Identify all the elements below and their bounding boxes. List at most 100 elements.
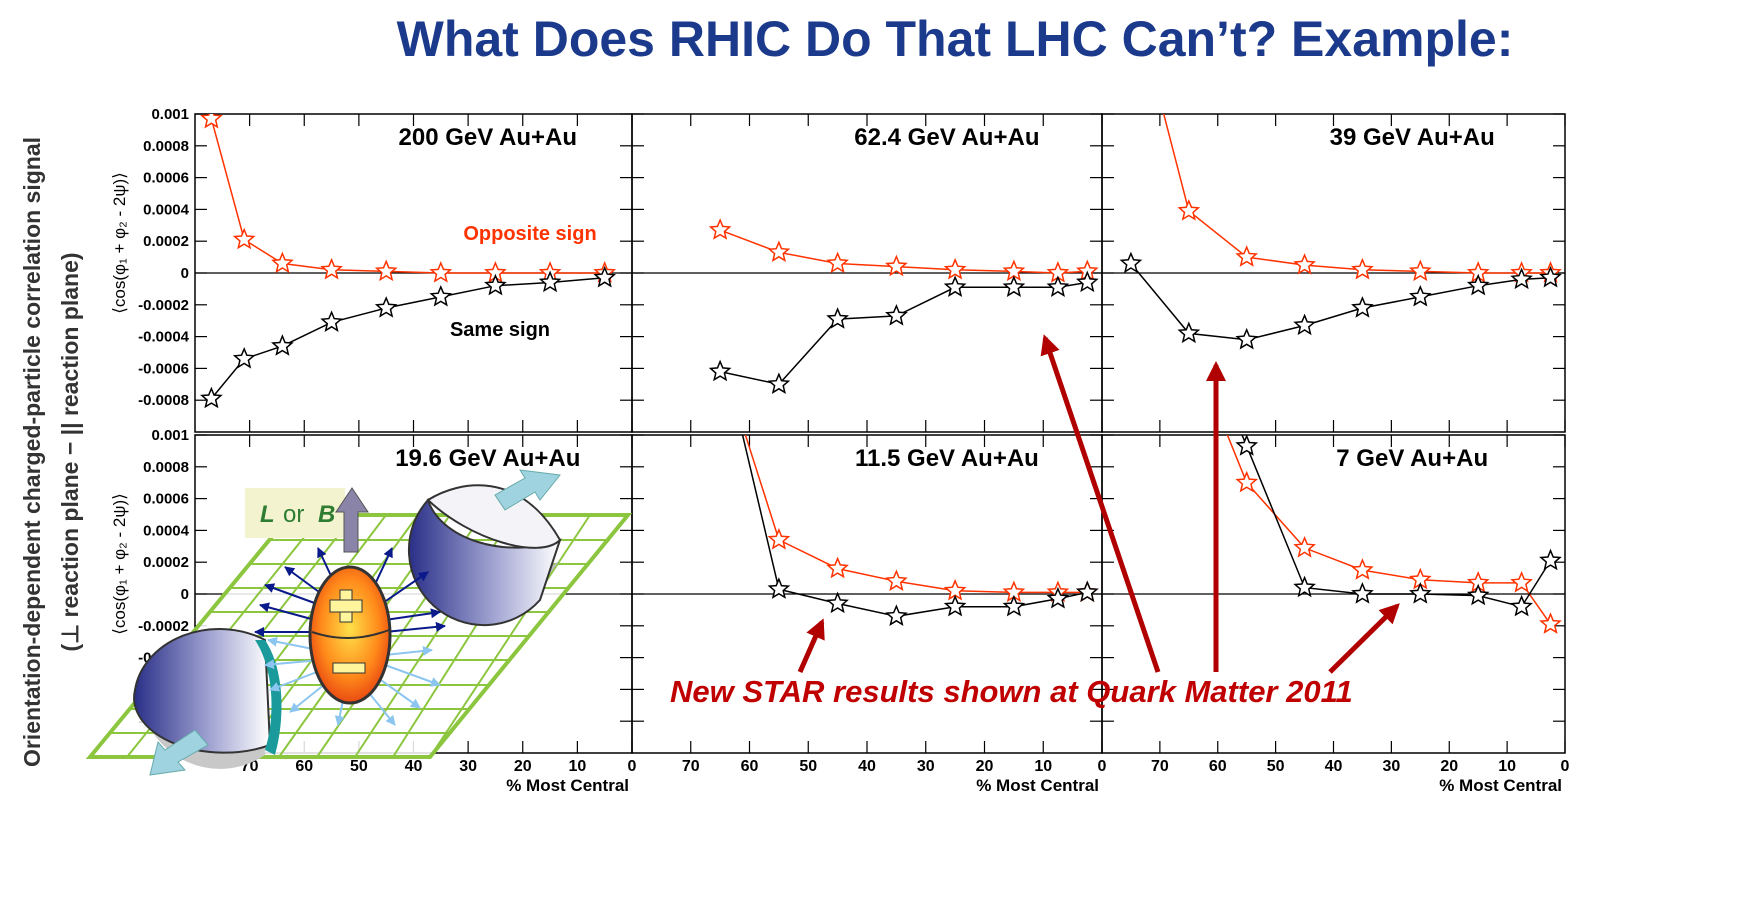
data-point	[1075, 270, 1099, 293]
illustration-label: or	[283, 501, 304, 528]
y-axis-label: ⟨cos(φ₁ + φ₂ - 2ψ)⟩	[110, 493, 129, 634]
slide-title: What Does RHIC Do That LHC Can’t? Exampl…	[397, 11, 1514, 67]
data-point	[767, 240, 791, 262]
data-point	[320, 310, 343, 332]
data-point	[1235, 245, 1259, 267]
y-tick-label: -0.0002	[138, 618, 189, 635]
data-point	[1539, 548, 1562, 571]
data-point	[1539, 612, 1562, 634]
data-point	[1408, 284, 1432, 307]
data-point	[271, 334, 294, 356]
x-tick-label: 30	[1382, 758, 1400, 775]
y-tick-label: 0.0004	[143, 201, 190, 218]
x-tick-label: 20	[976, 758, 994, 775]
data-point	[429, 261, 453, 283]
x-tick-label: 40	[405, 758, 423, 775]
x-tick-label: 60	[295, 758, 313, 775]
data-point	[1235, 435, 1259, 456]
data-point	[885, 569, 908, 591]
data-point	[1293, 313, 1316, 336]
data-point	[1293, 575, 1316, 598]
y-tick-label: 0.0004	[143, 522, 190, 539]
data-point	[767, 527, 791, 550]
y-tick-label: 0.001	[151, 106, 189, 123]
x-tick-label: 30	[917, 758, 935, 775]
motion-arrow	[494, 469, 561, 511]
panel-title: 62.4 GeV Au+Au	[854, 124, 1039, 151]
plot-area	[711, 330, 1099, 626]
x-tick-label: 30	[459, 758, 477, 775]
x-axis-label: % Most Central	[506, 776, 629, 795]
x-tick-label: 0	[628, 758, 637, 775]
data-point	[1075, 580, 1099, 603]
x-tick-label: 70	[682, 758, 700, 775]
data-point	[1002, 594, 1026, 617]
data-point	[767, 577, 791, 599]
panel-title: 7 GeV Au+Au	[1336, 445, 1488, 472]
data-point	[1510, 570, 1533, 593]
data-point	[320, 257, 343, 280]
data-point	[429, 284, 453, 307]
label-box	[245, 488, 345, 538]
x-tick-label: 40	[858, 758, 876, 775]
panel-title: 19.6 GeV Au+Au	[395, 445, 580, 472]
data-point	[1351, 558, 1374, 580]
data-point	[885, 604, 908, 626]
y-axis-label: ⟨cos(φ₁ + φ₂ - 2ψ)⟩	[110, 172, 129, 313]
motion-arrow	[149, 729, 209, 776]
y-tick-label: 0.0006	[143, 170, 189, 187]
x-tick-label: 10	[1498, 758, 1516, 775]
x-axis-label: % Most Central	[1439, 776, 1562, 795]
fireball-seam	[311, 629, 390, 640]
series-line	[719, 229, 1088, 274]
x-tick-label: 50	[799, 758, 817, 775]
y-tick-label: 0.0008	[143, 138, 189, 155]
series-annotation: Same sign	[450, 319, 550, 341]
data-point	[1466, 273, 1490, 296]
data-point	[200, 386, 223, 409]
data-point	[1293, 535, 1316, 558]
series-line	[741, 435, 1088, 618]
field-arrow	[335, 487, 369, 553]
panel-title: 11.5 GeV Au+Au	[855, 445, 1039, 472]
data-point	[271, 251, 294, 274]
plot-area	[708, 218, 1099, 394]
data-point	[1408, 259, 1432, 282]
plot-area	[1119, 114, 1562, 350]
data-point	[1351, 296, 1374, 318]
data-point	[1510, 594, 1533, 617]
data-point	[708, 359, 732, 382]
data-point	[1119, 251, 1143, 274]
data-point	[1002, 275, 1026, 297]
data-point	[826, 307, 849, 329]
y-tick-label: -0.0004	[138, 329, 190, 346]
note-arrows	[797, 334, 1400, 674]
x-tick-label: 20	[1440, 758, 1458, 775]
data-point	[1179, 298, 1198, 316]
data-point	[232, 227, 256, 250]
data-point	[1235, 470, 1259, 493]
series-line	[744, 435, 1088, 594]
overlay: L or B	[85, 334, 1400, 776]
emission-arrows	[264, 636, 441, 726]
data-point	[711, 330, 730, 348]
sphere-face	[426, 484, 562, 549]
data-point	[767, 372, 791, 394]
x-tick-label: 60	[1209, 758, 1227, 775]
data-point	[593, 265, 617, 288]
series-line	[1130, 263, 1551, 341]
y-tick-label: -0.0008	[138, 392, 189, 409]
data-point	[484, 273, 507, 296]
side-label: Orientation-dependent charged-particle c…	[19, 137, 45, 767]
x-tick-label: 0	[1561, 758, 1570, 775]
x-tick-label: 60	[741, 758, 759, 775]
data-point	[1539, 265, 1562, 288]
data-point	[1235, 327, 1259, 350]
illustration: L or B	[85, 469, 633, 776]
plot-area	[1179, 298, 1562, 634]
y-tick-label: -0.0002	[138, 297, 189, 314]
panel-title: 39 GeV Au+Au	[1330, 124, 1495, 151]
x-tick-label: 20	[514, 758, 532, 775]
